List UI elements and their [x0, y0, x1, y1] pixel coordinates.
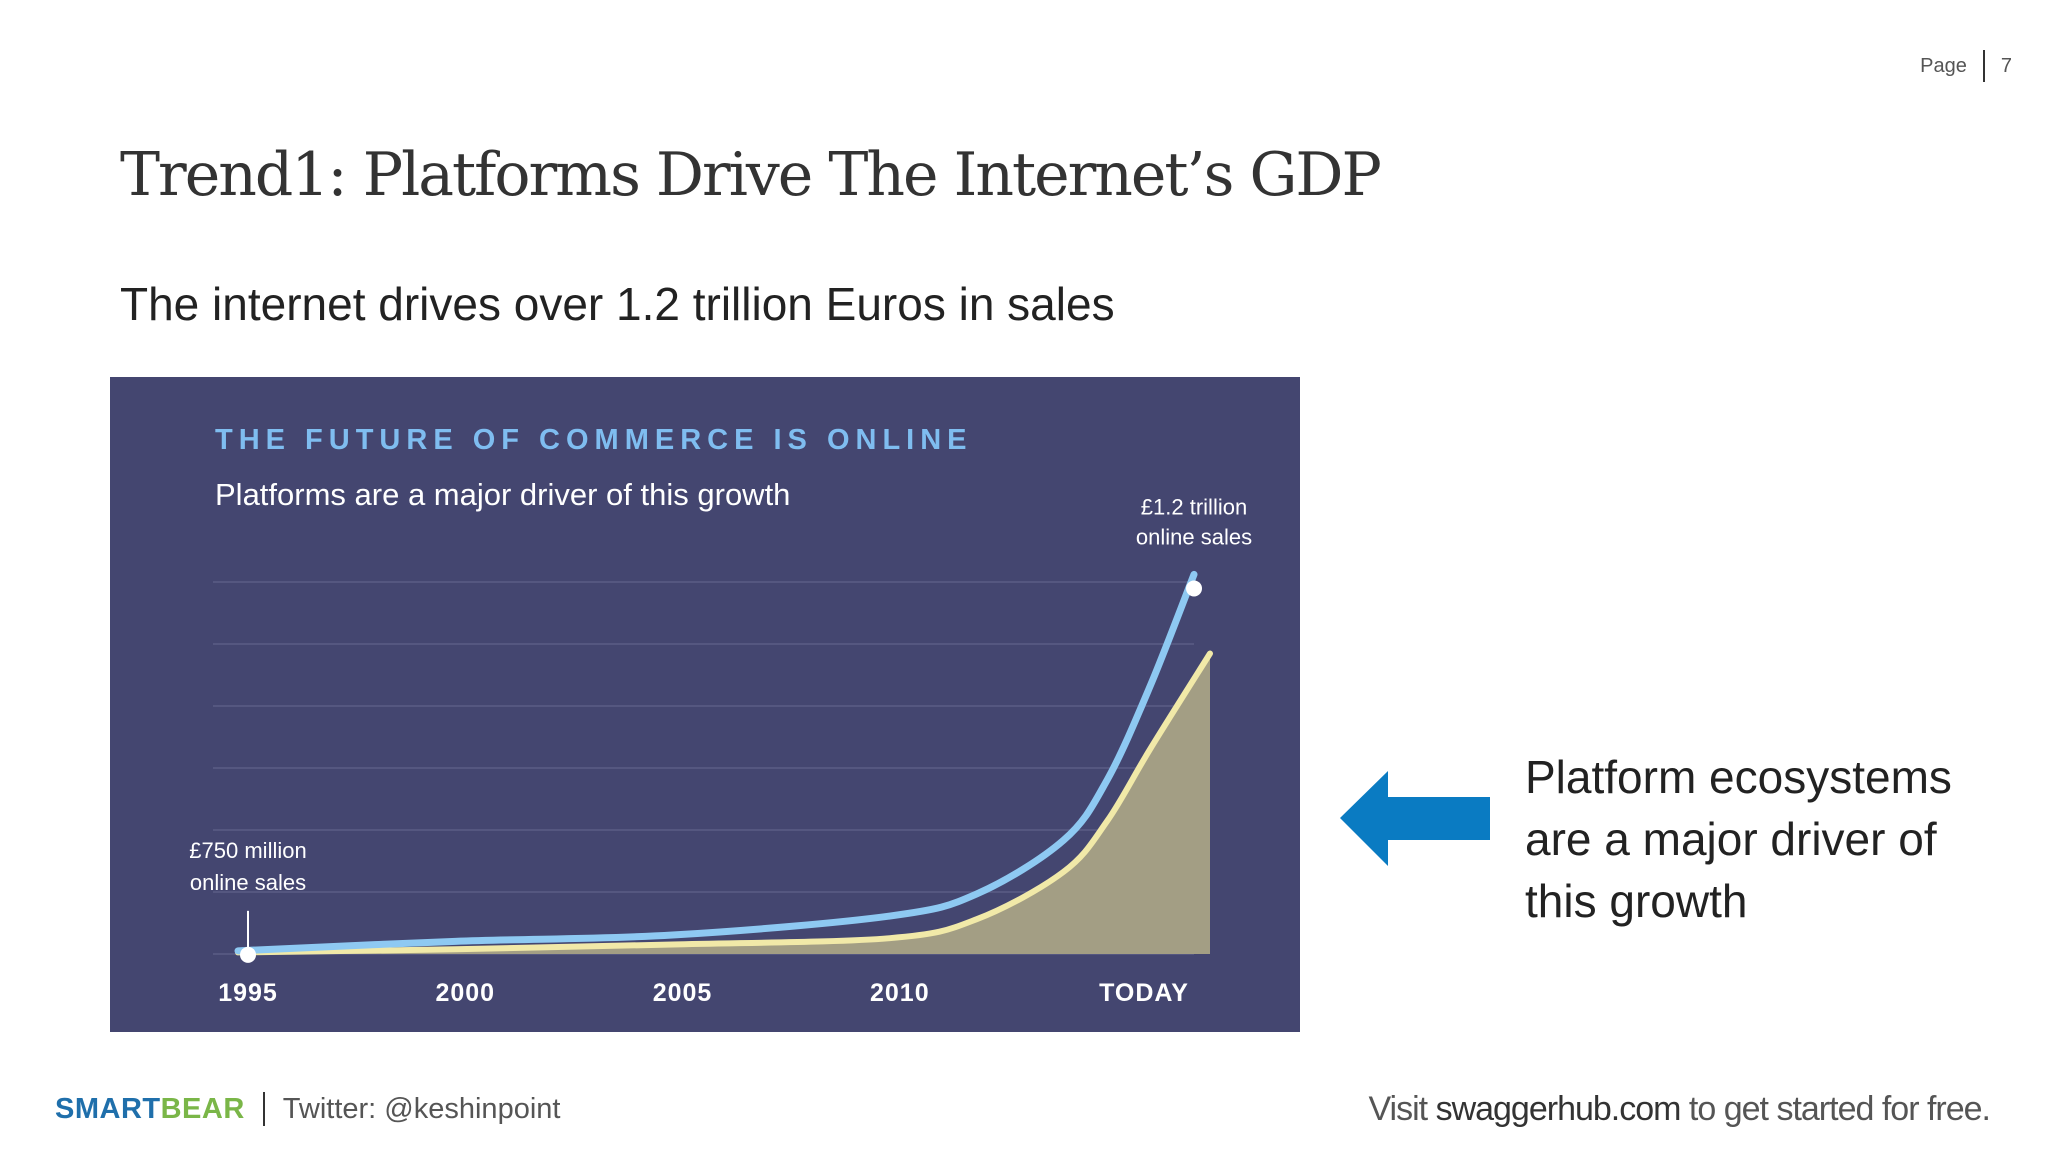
annotation-start-line1: £750 million [189, 838, 306, 863]
page-label: Page [1920, 54, 1967, 77]
callout-text: Platform ecosystems are a major driver o… [1525, 751, 1952, 927]
page-separator [1982, 50, 1985, 82]
twitter-handle: Twitter: @keshinpoint [282, 1092, 561, 1125]
x-tick-label: 2000 [435, 979, 495, 1007]
swaggerhub-link[interactable]: swaggerhub.com [1435, 1090, 1682, 1128]
series-line-secondary [235, 650, 1213, 956]
chart-kicker: THE FUTURE OF COMMERCE IS ONLINE [215, 424, 973, 456]
page-indicator: Page 7 [1920, 50, 2012, 82]
footer-separator [262, 1092, 265, 1126]
annotation-end-line1: £1.2 trillion [1141, 494, 1247, 519]
x-tick-label: 2010 [870, 979, 930, 1007]
chart-panel: THE FUTURE OF COMMERCE IS ONLINE Platfor… [110, 377, 1300, 1032]
footer-brand: SMARTBEAR Twitter: @keshinpoint [55, 1092, 560, 1126]
growth-chart: THE FUTURE OF COMMERCE IS ONLINE Platfor… [189, 424, 1252, 1007]
x-tick-label: TODAY [1099, 979, 1189, 1007]
chart-subtitle: Platforms are a major driver of this gro… [215, 477, 790, 512]
left-arrow-icon [1340, 771, 1490, 866]
slide-subtitle: The internet drives over 1.2 trillion Eu… [120, 278, 1115, 330]
area-fill [238, 653, 1210, 954]
start-point [240, 946, 256, 963]
x-tick-label: 2005 [653, 979, 713, 1007]
slide-title: Trend1: Platforms Drive The Internet’s G… [120, 140, 1382, 210]
footer-cta: Visit swaggerhub.com to get started for … [1368, 1090, 1991, 1128]
page-number: 7 [2000, 54, 2012, 77]
smartbear-logo: SMARTBEAR [55, 1092, 245, 1125]
x-tick-label: 1995 [218, 979, 278, 1007]
series-line-primary [234, 570, 1198, 955]
annotation-end-line2: online sales [1136, 524, 1252, 549]
end-point [1186, 580, 1202, 597]
annotation-start-line2: online sales [190, 870, 306, 895]
